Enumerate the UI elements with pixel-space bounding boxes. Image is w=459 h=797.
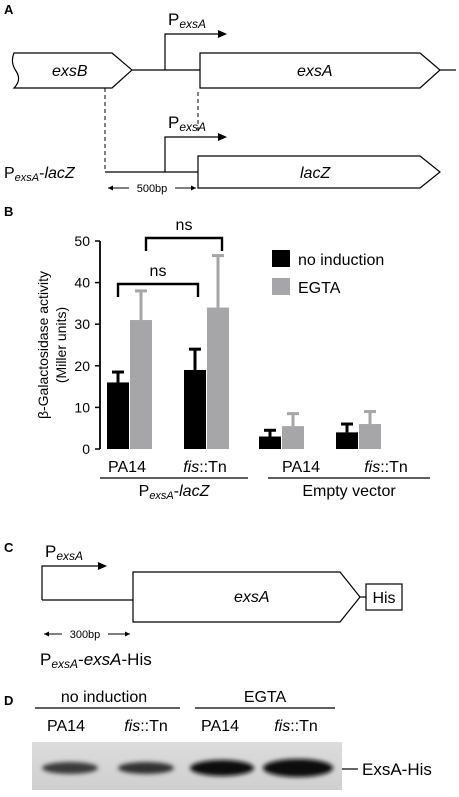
band-label: ExsA-His — [362, 760, 432, 779]
lane-label-3: PA14 — [201, 718, 239, 735]
y-tick-label-30: 30 — [74, 316, 90, 332]
exsA-label: exsA — [297, 63, 333, 80]
panel-d: D no induction EGTA PA14 fis::Tn PA14 fi… — [4, 689, 432, 790]
blot-band-lane-3 — [190, 760, 254, 776]
lane-label-4: fis::Tn — [274, 718, 318, 735]
his-tag-label: His — [372, 590, 395, 607]
x-tick-label-pa14-2: PA14 — [282, 459, 320, 476]
significance-bracket-2 — [144, 236, 224, 251]
lacZ-gene-arrow — [197, 155, 441, 189]
y-tick-label-10: 10 — [74, 399, 90, 415]
bar-egta-3 — [359, 424, 381, 449]
legend-label-no-induction: no induction — [298, 252, 384, 269]
lane-label-2: fis::Tn — [124, 718, 168, 735]
y-tick-label-40: 40 — [74, 275, 90, 291]
bar-egta-2 — [282, 426, 304, 449]
panel-d-label: D — [4, 693, 13, 708]
exsA-gene-arrow-c — [132, 571, 361, 623]
group-label-2: Empty vector — [302, 483, 396, 500]
bar-egta-1 — [207, 307, 229, 449]
bar-no-induction-2 — [259, 436, 281, 449]
scale-bar-bg — [129, 182, 175, 194]
x-tick-label-fis-tn-1: fis::Tn — [183, 459, 227, 476]
y-axis-title: β-Galactosidase activity — [35, 271, 51, 419]
his-tag-box — [365, 583, 403, 611]
promoter-label-top: PexsA — [168, 10, 206, 31]
significance-label-1: ns — [150, 263, 167, 280]
scale-bar-label-c: 300bp — [70, 629, 101, 641]
lacZ-label: lacZ — [300, 165, 331, 182]
bar-series — [107, 254, 381, 449]
exsA-gene-arrow — [199, 52, 441, 89]
promoter-label-c: PexsA — [45, 542, 83, 563]
panel-b: B 0 10 20 30 40 50 β-Galactosidase activity (… — [4, 204, 430, 502]
y-axis-ticks: 0 10 20 30 40 50 — [74, 233, 100, 457]
lane-label-1: PA14 — [47, 718, 85, 735]
western-blot-bands — [42, 759, 333, 777]
legend-swatch-no-induction — [272, 250, 290, 267]
panel-c: C PexsA exsA His 300bp PexsA-exsA-His — [4, 540, 403, 671]
panel-b-label: B — [4, 204, 13, 219]
promoter-arrow-top — [164, 30, 227, 70]
exsB-label: exsB — [52, 63, 88, 80]
x-tick-label-fis-tn-2: fis::Tn — [364, 459, 408, 476]
promoter-arrow-mid — [164, 133, 227, 172]
panel-a-label: A — [4, 2, 14, 17]
bar-no-induction-0 — [107, 382, 129, 449]
y-tick-label-50: 50 — [74, 233, 90, 249]
bar-no-induction-1 — [184, 369, 206, 449]
exsA-label-c: exsA — [234, 589, 270, 606]
exsB-gene-arrow — [11, 52, 133, 89]
x-tick-label-pa14-1: PA14 — [108, 459, 146, 476]
scale-bar-bg-c — [62, 628, 108, 640]
scale-bar-label: 500bp — [137, 183, 168, 195]
construct-label-c: PexsA-exsA-His — [40, 650, 152, 671]
significance-bracket-1 — [116, 282, 200, 297]
group-label-1: PexsA-lacZ — [139, 483, 211, 502]
legend-swatch-egta — [272, 278, 290, 295]
construct-label: PexsA-lacZ — [4, 165, 76, 184]
blot-band-lane-4 — [263, 759, 333, 777]
y-tick-label-20: 20 — [74, 358, 90, 374]
y-tick-label-0: 0 — [82, 441, 90, 457]
promoter-label-mid: PexsA — [168, 113, 206, 134]
bar-no-induction-3 — [336, 432, 358, 449]
blot-group-label-2: EGTA — [244, 689, 287, 706]
y-axis-unit: (Miller units) — [53, 307, 69, 383]
panel-a: A exsB exsA PexsA PexsA lacZ PexsA-lacZ — [4, 2, 456, 195]
significance-label-2: ns — [176, 217, 193, 234]
bar-egta-0 — [130, 320, 152, 449]
panel-c-label: C — [4, 540, 14, 555]
promoter-arrow-c — [41, 562, 107, 600]
blot-band-lane-1 — [42, 762, 98, 774]
blot-group-label-1: no induction — [61, 689, 147, 706]
legend-label-egta: EGTA — [298, 280, 341, 297]
blot-band-lane-2 — [118, 762, 174, 774]
